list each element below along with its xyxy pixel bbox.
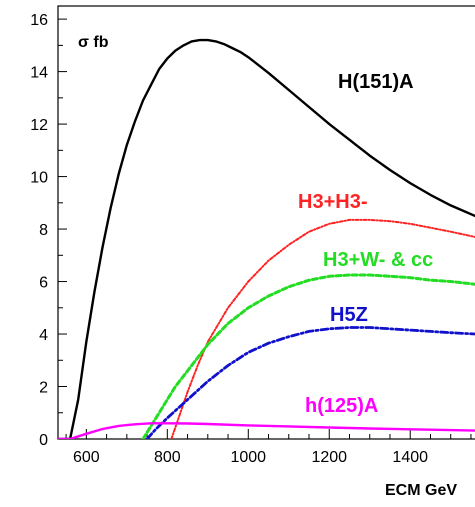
series-label-h151a: H(151)A <box>338 71 414 93</box>
series-label-h5z: H5Z <box>330 304 368 326</box>
series-line-2 <box>141 273 475 439</box>
plot-frame <box>57 5 475 440</box>
x-tick-label: 1200 <box>311 449 347 466</box>
x-tick-label: 1400 <box>392 449 428 466</box>
y-tick-label: 4 <box>39 327 48 344</box>
y-tick-label: 12 <box>30 117 48 134</box>
x-tick-label: 600 <box>73 449 100 466</box>
x-tick-label: 800 <box>154 449 181 466</box>
axis-ticks: 0 2 4 6 8 10 12 14 16 600 800 1000 1200 1400 <box>30 12 472 466</box>
y-axis-title: σ fb <box>78 34 109 51</box>
series-line-3 <box>145 326 475 439</box>
y-tick-label: 0 <box>39 432 48 449</box>
y-tick-label: 8 <box>39 222 48 239</box>
series-line-4 <box>58 422 475 439</box>
y-tick-label: 6 <box>39 275 48 292</box>
series-label-h125a: h(125)A <box>305 395 378 417</box>
y-tick-label: 14 <box>30 65 48 82</box>
series-line-0 <box>58 38 475 439</box>
series-label-h3w: H3+W- & cc <box>323 249 433 271</box>
series-lines <box>58 38 475 439</box>
y-tick-label: 16 <box>30 12 48 29</box>
series-label-h3h3: H3+H3- <box>298 191 367 213</box>
x-tick-label: 1000 <box>230 449 266 466</box>
series-line-1 <box>170 218 475 439</box>
x-axis-title: ECM GeV <box>385 482 457 499</box>
y-tick-label: 2 <box>39 380 48 397</box>
y-tick-label: 10 <box>30 170 48 187</box>
